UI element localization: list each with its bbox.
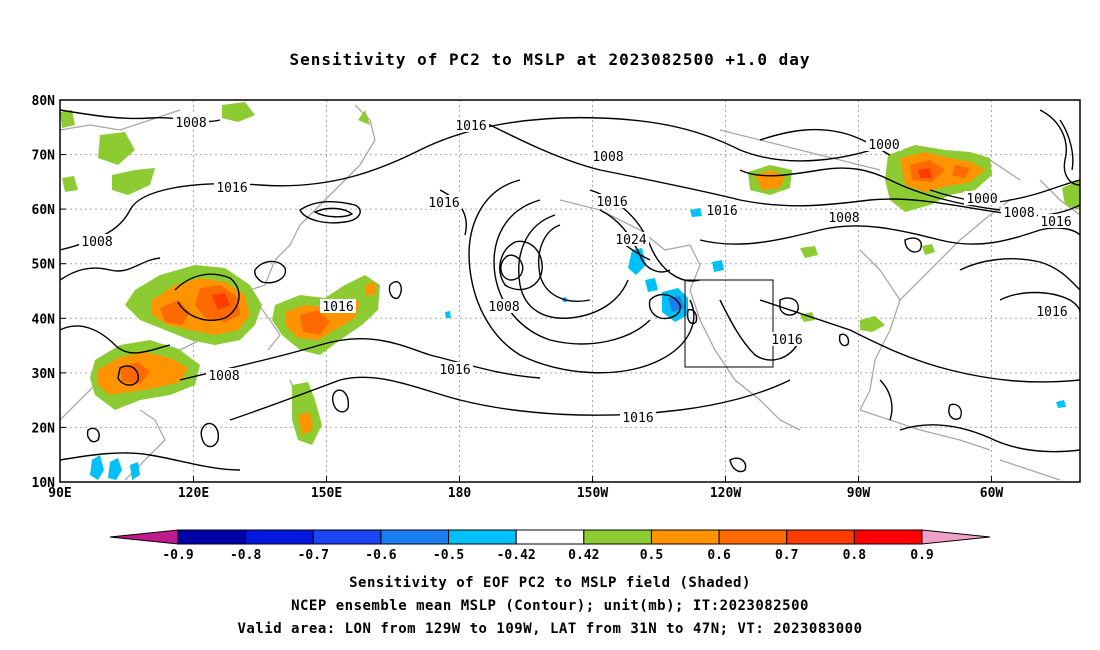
axis-ticks	[59, 99, 992, 483]
contour-label: 1008	[1003, 206, 1034, 221]
latitude-labels: 80N 70N 60N 50N 40N 30N 20N 10N	[32, 94, 56, 491]
caption-line-2: NCEP ensemble mean MSLP (Contour); unit(…	[291, 598, 809, 614]
contour-label: 1016	[428, 196, 459, 211]
contour-label: 1008	[828, 211, 859, 226]
lat-label: 10N	[32, 476, 56, 491]
colorbar-segment	[583, 529, 652, 545]
contour-label: 1016	[439, 363, 470, 378]
lat-label: 80N	[32, 94, 56, 109]
contour-label: 1008	[175, 116, 206, 131]
colorbar-tick-label: -0.6	[365, 548, 396, 563]
lon-label: 150W	[577, 486, 608, 501]
colorbar-tick-label: -0.8	[230, 548, 261, 563]
colorbar-tick-label: 0.5	[640, 548, 663, 563]
contour-label: 1016	[1036, 305, 1067, 320]
mslp-contours	[60, 109, 1080, 473]
contour-label: 1016	[706, 204, 737, 219]
colorbar-labels: -0.9 -0.8 -0.7 -0.6 -0.5 -0.42 0.42 0.5 0.6 0.7 0.…	[162, 548, 933, 563]
contour-label: 1024	[615, 233, 646, 248]
contour-label: 1000	[868, 138, 899, 153]
map-frame	[59, 99, 1081, 483]
colorbar-tick-label: 0.6	[707, 548, 731, 563]
contour-label: 1016	[322, 300, 353, 315]
colorbar-segment	[380, 529, 450, 545]
colorbar-tick-label: -0.42	[497, 548, 536, 563]
colorbar-tick-label: -0.9	[162, 548, 193, 563]
contour-label: 1016	[455, 119, 486, 134]
valid-area-box	[684, 279, 774, 368]
colorbar-tick-label: -0.7	[298, 548, 329, 563]
lat-label: 20N	[32, 421, 56, 436]
lat-label: 60N	[32, 203, 56, 218]
contour-label: 1016	[622, 411, 653, 426]
contour-label: 1016	[1040, 215, 1071, 230]
lon-label: 120W	[710, 486, 741, 501]
colorbar-tick-label: 0.8	[843, 548, 867, 563]
contour-labels: 1008 1016 1016 1008 1016 1008 1016 1024 1008 1016…	[79, 115, 1074, 426]
colorbar-segment	[177, 529, 247, 545]
contour-label: 1016	[216, 181, 247, 196]
colorbar-tick-label: 0.7	[775, 548, 798, 563]
lat-label: 40N	[32, 312, 56, 327]
lat-label: 30N	[32, 367, 56, 382]
colorbar	[109, 529, 991, 545]
colorbar-segment	[650, 529, 720, 545]
lon-label: 180	[448, 486, 472, 501]
colorbar-tick-label: 0.9	[910, 548, 933, 563]
lon-label: 90E	[48, 486, 71, 501]
lon-label: 60W	[980, 486, 1004, 501]
colorbar-segment	[448, 529, 517, 545]
colorbar-segment	[245, 529, 314, 545]
colorbar-segment	[312, 529, 382, 545]
caption-line-3: Valid area: LON from 129W to 109W, LAT f…	[237, 621, 863, 637]
chart-title: Sensitivity of PC2 to MSLP at 2023082500…	[289, 50, 811, 69]
lon-label: 120E	[178, 486, 209, 501]
lon-label: 90W	[847, 486, 871, 501]
colorbar-high-triangle	[921, 529, 991, 545]
lon-label: 150E	[311, 486, 342, 501]
contour-label: 1000	[966, 192, 997, 207]
contour-label: 1008	[488, 300, 519, 315]
contour-label: 1008	[592, 150, 623, 165]
colorbar-tick-label: -0.5	[433, 548, 464, 563]
colorbar-low-triangle	[109, 529, 179, 545]
contour-label: 1008	[208, 369, 239, 384]
colorbar-segment	[853, 529, 923, 545]
contour-label: 1016	[596, 195, 627, 210]
contour-label: 1008	[81, 235, 112, 250]
colorbar-segment	[786, 529, 855, 545]
contour-label: 1016	[771, 333, 802, 348]
colorbar-segment	[515, 529, 585, 545]
lat-label: 70N	[32, 149, 56, 164]
colorbar-segment	[718, 529, 788, 545]
lat-label: 50N	[32, 258, 56, 273]
caption-line-1: Sensitivity of EOF PC2 to MSLP field (Sh…	[349, 575, 751, 591]
sensitivity-shading	[60, 102, 1080, 480]
longitude-labels: 90E 120E 150E 180 150W 120W 90W 60W	[48, 486, 1003, 501]
colorbar-tick-label: 0.42	[568, 548, 599, 563]
